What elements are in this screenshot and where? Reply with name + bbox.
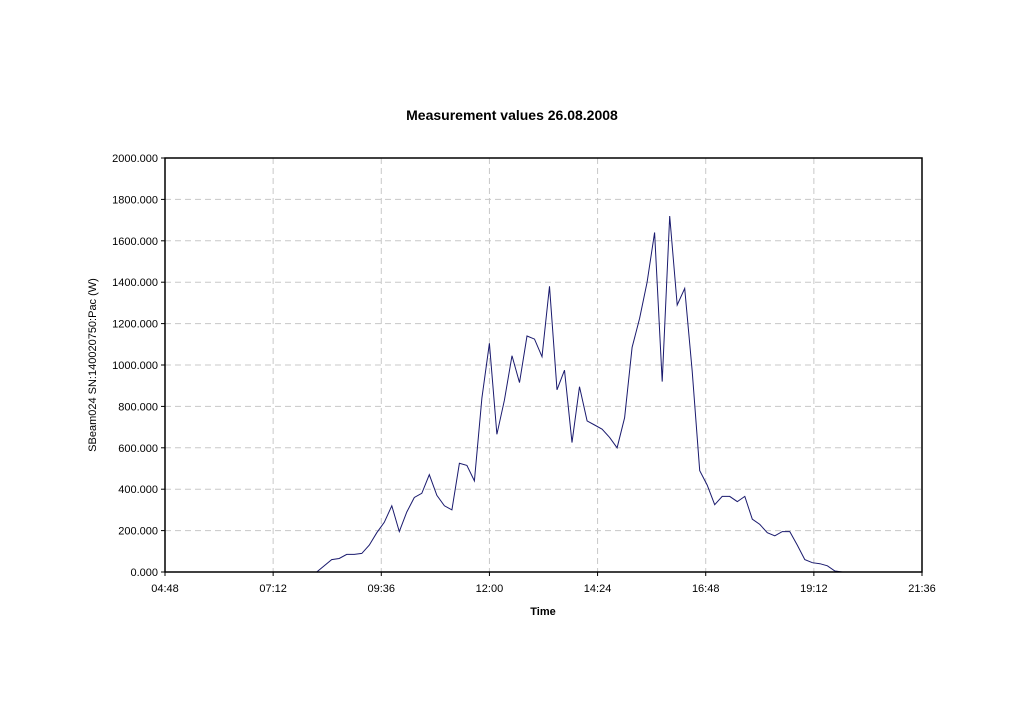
y-tick-label: 1000.000	[112, 360, 158, 372]
y-tick-label: 1200.000	[112, 319, 158, 331]
x-tick-label: 21:36	[908, 583, 936, 595]
y-axis: 0.000 200.000 400.000 600.000 800.000 1000.00…	[112, 153, 165, 579]
y-tick-label: 800.000	[118, 401, 158, 413]
y-tick-label: 1600.000	[112, 236, 158, 248]
x-tick-label: 16:48	[692, 583, 720, 595]
x-tick-label: 12:00	[476, 583, 504, 595]
y-tick-label: 1400.000	[112, 277, 158, 289]
y-axis-label: SBeam024 SN:140020750:Pac (W)	[87, 278, 99, 452]
y-tick-label: 0.000	[130, 567, 158, 579]
x-tick-label: 14:24	[584, 583, 612, 595]
plot-frame	[164, 157, 923, 573]
y-tick-label: 1800.000	[112, 194, 158, 206]
series-line	[316, 215, 843, 573]
x-tick-label: 07:12	[259, 583, 287, 595]
chart-title: Measurement values 26.08.2008	[406, 107, 618, 123]
grid	[165, 158, 922, 572]
x-axis: 04:48 07:12 09:36 12:00 14:24 16:48 19:12 21:36	[151, 572, 936, 595]
y-tick-label: 200.000	[118, 526, 158, 538]
x-tick-label: 04:48	[151, 583, 179, 595]
y-tick-label: 600.000	[118, 443, 158, 455]
y-tick-label: 2000.000	[112, 153, 158, 165]
x-tick-label: 09:36	[368, 583, 396, 595]
x-axis-label: Time	[530, 606, 555, 618]
x-tick-label: 19:12	[800, 583, 828, 595]
y-tick-label: 400.000	[118, 484, 158, 496]
